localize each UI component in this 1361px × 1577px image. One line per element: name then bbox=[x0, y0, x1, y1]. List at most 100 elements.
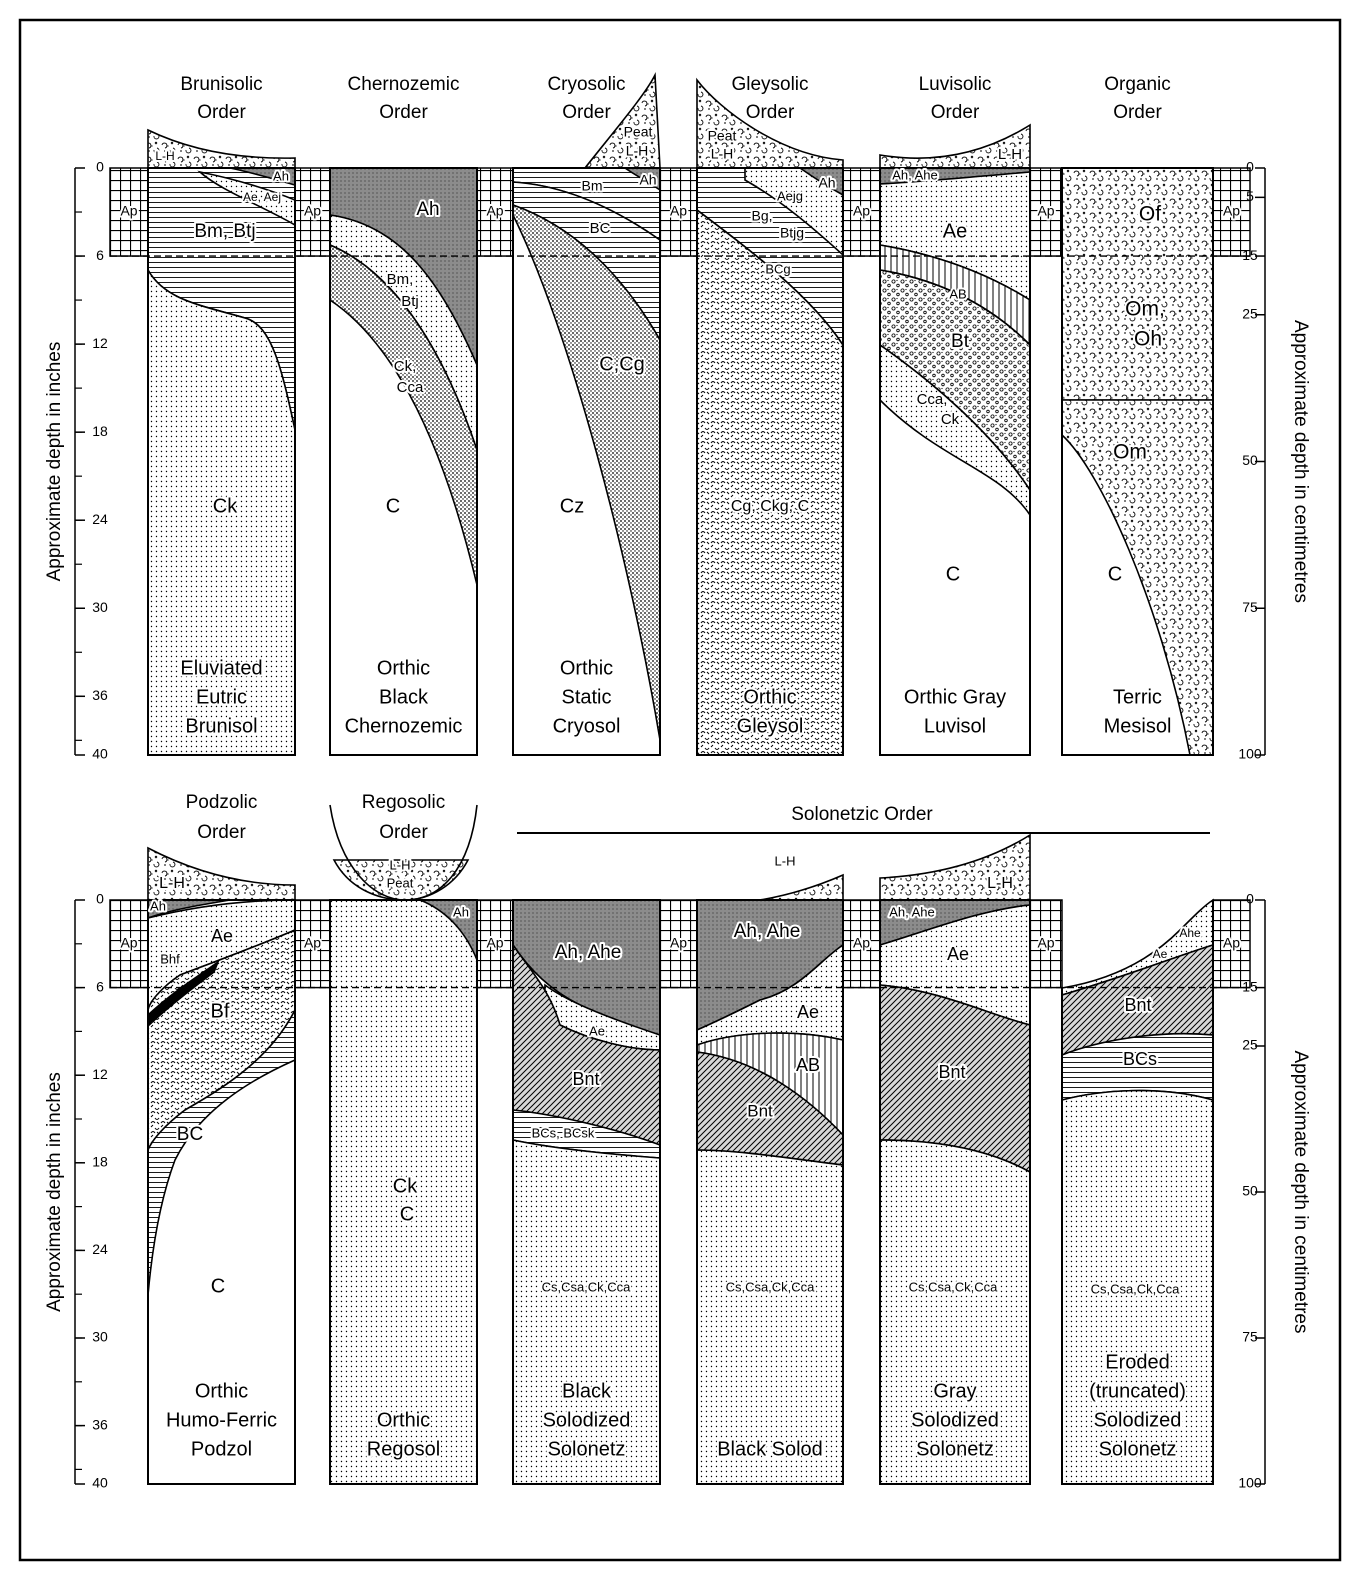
horizon-label: Cs,Csa,Ck,Cca bbox=[726, 1279, 816, 1294]
horizon-label: L-H bbox=[998, 146, 1022, 163]
ap-label: Ap bbox=[1223, 203, 1240, 219]
ap-label: Ap bbox=[486, 203, 503, 219]
horizon-label: L-H bbox=[987, 875, 1013, 892]
profile-name: Solonetz bbox=[1099, 1438, 1177, 1460]
tick-label: 50 bbox=[1242, 1183, 1258, 1199]
tick-label: 24 bbox=[92, 1241, 108, 1257]
tick-label: 40 bbox=[92, 746, 108, 762]
profile-name: Eutric bbox=[196, 686, 247, 708]
horizon-label: Aejg bbox=[777, 188, 803, 203]
tick-label: 25 bbox=[1242, 1037, 1258, 1053]
soil-profiles-diagram: ApApApApApApApBrunisolicOrderL-HAhAe, Ae… bbox=[0, 0, 1361, 1572]
ap-label: Ap bbox=[486, 935, 503, 951]
horizon-label: Ck bbox=[213, 495, 238, 517]
horizon-label: Cs,Csa,Ck,Cca bbox=[1091, 1281, 1181, 1296]
ap-label: Ap bbox=[853, 203, 870, 219]
horizon-label: Bf bbox=[211, 1000, 230, 1022]
tick-label: 50 bbox=[1242, 452, 1258, 468]
ap-label: Ap bbox=[120, 203, 137, 219]
horizon bbox=[697, 1150, 843, 1484]
horizon-label: Ahe bbox=[1179, 926, 1201, 940]
horizon-label: L-H bbox=[155, 149, 174, 163]
horizon-label: Om bbox=[1113, 441, 1147, 464]
profile-name: Gleysol bbox=[737, 715, 804, 737]
order-label: Order bbox=[197, 822, 246, 843]
tick-label: 36 bbox=[92, 687, 108, 703]
profile-name: Eluviated bbox=[180, 657, 262, 679]
tick-label: 40 bbox=[92, 1475, 108, 1491]
horizon-label: Ah bbox=[150, 898, 166, 913]
tick-label: 24 bbox=[92, 511, 108, 527]
profile-name: Orthic bbox=[195, 1380, 248, 1402]
order-label: Brunisolic bbox=[180, 74, 262, 95]
horizon-label: Btjg bbox=[780, 225, 804, 241]
profile-name: Mesisol bbox=[1104, 715, 1172, 737]
horizon-label: BC bbox=[590, 220, 611, 237]
profile-name: Orthic bbox=[743, 686, 796, 708]
profile-name: Cryosol bbox=[553, 715, 621, 737]
tick-label: 30 bbox=[92, 599, 108, 615]
profile-name: Gray bbox=[933, 1380, 976, 1402]
horizon-label: Cs,Csa,Ck,Cca bbox=[542, 1279, 632, 1294]
order-label: Gleysolic bbox=[731, 74, 808, 95]
horizon-label: Ae bbox=[1153, 947, 1168, 961]
horizon-label: AB bbox=[949, 286, 966, 301]
horizon-label: C,Cg bbox=[599, 353, 645, 375]
profile-name: Black bbox=[562, 1380, 612, 1402]
ap-label: Ap bbox=[670, 935, 687, 951]
horizon-label: Bnt bbox=[1124, 995, 1151, 1015]
ap-label: Ap bbox=[1037, 935, 1054, 951]
tick-label: 18 bbox=[92, 1154, 108, 1170]
horizon-label: L-H bbox=[711, 146, 734, 162]
horizon bbox=[1062, 168, 1213, 400]
horizon-label: Peat bbox=[624, 124, 653, 140]
horizon-label: Ah, Ahe bbox=[892, 167, 938, 182]
profile-name: Solodized bbox=[1094, 1409, 1182, 1431]
horizon-label: Bt bbox=[951, 331, 970, 352]
order-label: Order bbox=[379, 822, 428, 843]
profile-name: Podzol bbox=[191, 1438, 252, 1460]
profile-name: Eroded bbox=[1105, 1351, 1170, 1373]
horizon bbox=[760, 875, 843, 900]
tick-label: 75 bbox=[1242, 1329, 1258, 1345]
ap-label: Ap bbox=[1037, 203, 1054, 219]
order-label: Order bbox=[562, 102, 611, 123]
order-label: Order bbox=[197, 102, 246, 123]
horizon-label: Ae bbox=[947, 944, 969, 964]
order-label: Podzolic bbox=[186, 792, 258, 813]
horizon-label: BC bbox=[177, 1124, 203, 1145]
order-label: Chernozemic bbox=[348, 74, 460, 95]
order-label: Order bbox=[1113, 102, 1162, 123]
horizon-label: Ah bbox=[453, 904, 469, 919]
horizon-label: BCs, BCsk bbox=[532, 1125, 595, 1140]
horizon-label: Ah, Ahe bbox=[889, 904, 935, 919]
horizon-label: Cca, bbox=[917, 391, 948, 408]
horizon-label: Bm, Btj bbox=[194, 221, 255, 242]
horizon-label: Ck, bbox=[394, 358, 417, 375]
tick-label: 36 bbox=[92, 1416, 108, 1432]
profile-name: Terric bbox=[1113, 686, 1162, 708]
tick-label: 75 bbox=[1242, 599, 1258, 615]
horizon-label: Bhf bbox=[160, 951, 180, 966]
profile-name: Black bbox=[379, 686, 429, 708]
tick-label: 6 bbox=[96, 247, 104, 263]
tick-label: 18 bbox=[92, 423, 108, 439]
ap-label: Ap bbox=[304, 935, 321, 951]
ap-label: Ap bbox=[670, 203, 687, 219]
horizon-label: Ah bbox=[273, 168, 289, 183]
ap-label: Ap bbox=[853, 935, 870, 951]
profile-name: Static bbox=[561, 686, 611, 708]
horizon-label: Peat bbox=[387, 875, 414, 890]
horizon-label: Ah, Ahe bbox=[734, 921, 801, 942]
horizon-label: Bnt bbox=[938, 1062, 965, 1082]
order-label: Cryosolic bbox=[547, 74, 625, 95]
profile-name: Orthic Gray bbox=[904, 686, 1006, 708]
horizon-label: C bbox=[400, 1203, 414, 1225]
horizon-label: Ah bbox=[416, 199, 439, 220]
order-label: Order bbox=[379, 102, 428, 123]
horizon-label: Bm bbox=[582, 178, 603, 194]
axis-title: Approximate depth in inches bbox=[44, 1072, 65, 1312]
ap-label: Ap bbox=[304, 203, 321, 219]
order-label: Order bbox=[931, 102, 980, 123]
profile-name: Black Solod bbox=[717, 1438, 823, 1460]
